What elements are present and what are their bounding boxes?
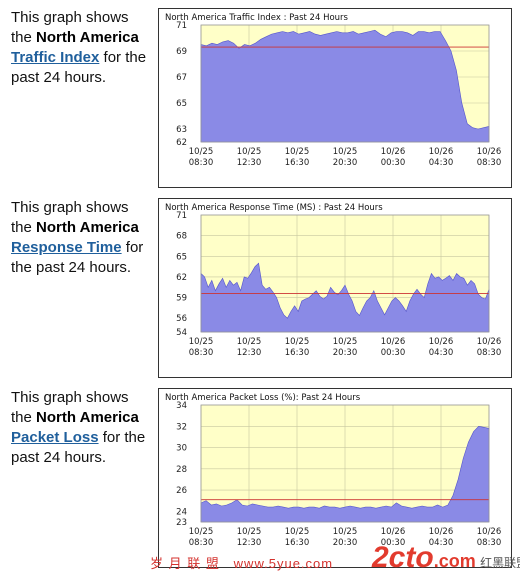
x-tick-label: 04:30 (429, 538, 454, 548)
y-tick-label: 71 (176, 21, 187, 31)
watermark-logo: 2cto.com 红黑联盟 (372, 541, 520, 575)
x-tick-label: 10/25 (285, 147, 310, 157)
y-tick-label: 67 (176, 73, 187, 83)
y-tick-label: 24 (176, 507, 187, 517)
x-tick-label: 00:30 (381, 538, 406, 548)
y-tick-label: 26 (176, 486, 187, 496)
region-name: North America (36, 409, 139, 426)
response-time-link[interactable]: Response Time (11, 239, 122, 256)
series-area (200, 262, 490, 333)
x-tick-label: 12:30 (237, 348, 262, 358)
x-tick-label: 20:30 (333, 158, 358, 168)
x-tick-label: 10/25 (189, 527, 214, 537)
description-suffix: for the past 24 hours. (11, 429, 146, 466)
x-tick-label: 20:30 (333, 538, 358, 548)
x-tick-label: 16:30 (285, 348, 310, 358)
x-tick-label: 10/25 (237, 147, 262, 157)
y-tick-label: 59 (176, 294, 187, 304)
x-tick-label: 00:30 (381, 348, 406, 358)
y-tick-label: 68 (176, 232, 187, 242)
y-tick-label: 69 (176, 47, 187, 57)
plot-frame (200, 24, 490, 143)
y-tick-label: 34 (176, 401, 187, 411)
x-tick-label: 10/25 (333, 147, 358, 157)
watermark-logo-tld: .com (433, 551, 476, 571)
x-tick-label: 10/26 (429, 527, 454, 537)
panel-description-traffic-index: This graph shows the North America Traff… (11, 8, 151, 88)
region-name: North America (36, 29, 139, 46)
x-tick-label: 10/26 (477, 527, 502, 537)
x-tick-label: 10/26 (381, 527, 406, 537)
plot-frame (200, 214, 490, 333)
watermark-left: 岁 月 联 盟 www.5yue.com (150, 556, 334, 571)
watermark-logo-text: 2cto (372, 541, 434, 574)
panel-description-response-time: This graph shows the North America Respo… (11, 198, 151, 278)
x-tick-label: 10/25 (237, 527, 262, 537)
description-prefix: This graph shows the (11, 9, 129, 46)
x-tick-label: 10/26 (477, 147, 502, 157)
x-tick-label: 10/25 (285, 337, 310, 347)
x-tick-label: 08:30 (189, 158, 214, 168)
packet-loss-link[interactable]: Packet Loss (11, 429, 99, 446)
x-tick-label: 20:30 (333, 348, 358, 358)
x-tick-label: 10/25 (189, 337, 214, 347)
traffic-index-chart-svg: North America Traffic Index : Past 24 Ho… (165, 13, 502, 168)
y-tick-label: 63 (176, 125, 187, 135)
panel-description-packet-loss: This graph shows the North America Packe… (11, 388, 151, 468)
y-tick-label: 30 (176, 444, 187, 454)
y-tick-label: 28 (176, 465, 187, 475)
y-tick-label: 65 (176, 99, 187, 109)
x-tick-label: 04:30 (429, 158, 454, 168)
x-tick-label: 08:30 (477, 158, 502, 168)
x-tick-label: 10/25 (237, 337, 262, 347)
description-suffix: for the past 24 hours. (11, 49, 147, 86)
x-tick-label: 16:30 (285, 538, 310, 548)
x-tick-label: 10/25 (333, 527, 358, 537)
y-tick-label: 62 (176, 138, 187, 148)
y-tick-label: 71 (176, 211, 187, 221)
description-prefix: This graph shows the (11, 389, 129, 426)
x-tick-label: 12:30 (237, 158, 262, 168)
x-tick-label: 10/25 (189, 147, 214, 157)
x-tick-label: 08:30 (477, 348, 502, 358)
description-prefix: This graph shows the (11, 199, 129, 236)
traffic-index-chart: North America Traffic Index : Past 24 Ho… (158, 8, 512, 188)
x-tick-label: 10/25 (333, 337, 358, 347)
x-tick-label: 12:30 (237, 538, 262, 548)
packet-loss-chart-svg: North America Packet Loss (%): Past 24 H… (165, 393, 502, 548)
x-tick-label: 00:30 (381, 158, 406, 168)
response-time-chart-svg: North America Response Time (MS) : Past … (165, 203, 502, 358)
watermark-logo-sub: 红黑联盟 (480, 556, 520, 570)
y-tick-label: 56 (176, 314, 187, 324)
y-tick-label: 54 (176, 328, 187, 338)
description-suffix: for the past 24 hours. (11, 239, 144, 276)
chart-title: North America Packet Loss (%): Past 24 H… (165, 393, 361, 403)
x-tick-label: 10/26 (429, 337, 454, 347)
x-tick-label: 10/25 (285, 527, 310, 537)
x-tick-label: 08:30 (189, 348, 214, 358)
y-tick-label: 23 (176, 518, 187, 528)
packet-loss-chart: North America Packet Loss (%): Past 24 H… (158, 388, 512, 568)
response-time-chart: North America Response Time (MS) : Past … (158, 198, 512, 378)
plot-frame (200, 404, 490, 523)
y-tick-label: 62 (176, 273, 187, 283)
y-tick-label: 32 (176, 422, 187, 432)
x-tick-label: 16:30 (285, 158, 310, 168)
chart-title: North America Traffic Index : Past 24 Ho… (165, 13, 349, 23)
x-tick-label: 04:30 (429, 348, 454, 358)
region-name: North America (36, 219, 139, 236)
x-tick-label: 10/26 (429, 147, 454, 157)
traffic-index-link[interactable]: Traffic Index (11, 49, 100, 66)
x-tick-label: 08:30 (189, 538, 214, 548)
series-area (200, 425, 490, 523)
x-tick-label: 10/26 (381, 337, 406, 347)
y-tick-label: 65 (176, 252, 187, 262)
chart-title: North America Response Time (MS) : Past … (165, 203, 383, 213)
x-tick-label: 08:30 (477, 538, 502, 548)
x-tick-label: 10/26 (381, 147, 406, 157)
x-tick-label: 10/26 (477, 337, 502, 347)
